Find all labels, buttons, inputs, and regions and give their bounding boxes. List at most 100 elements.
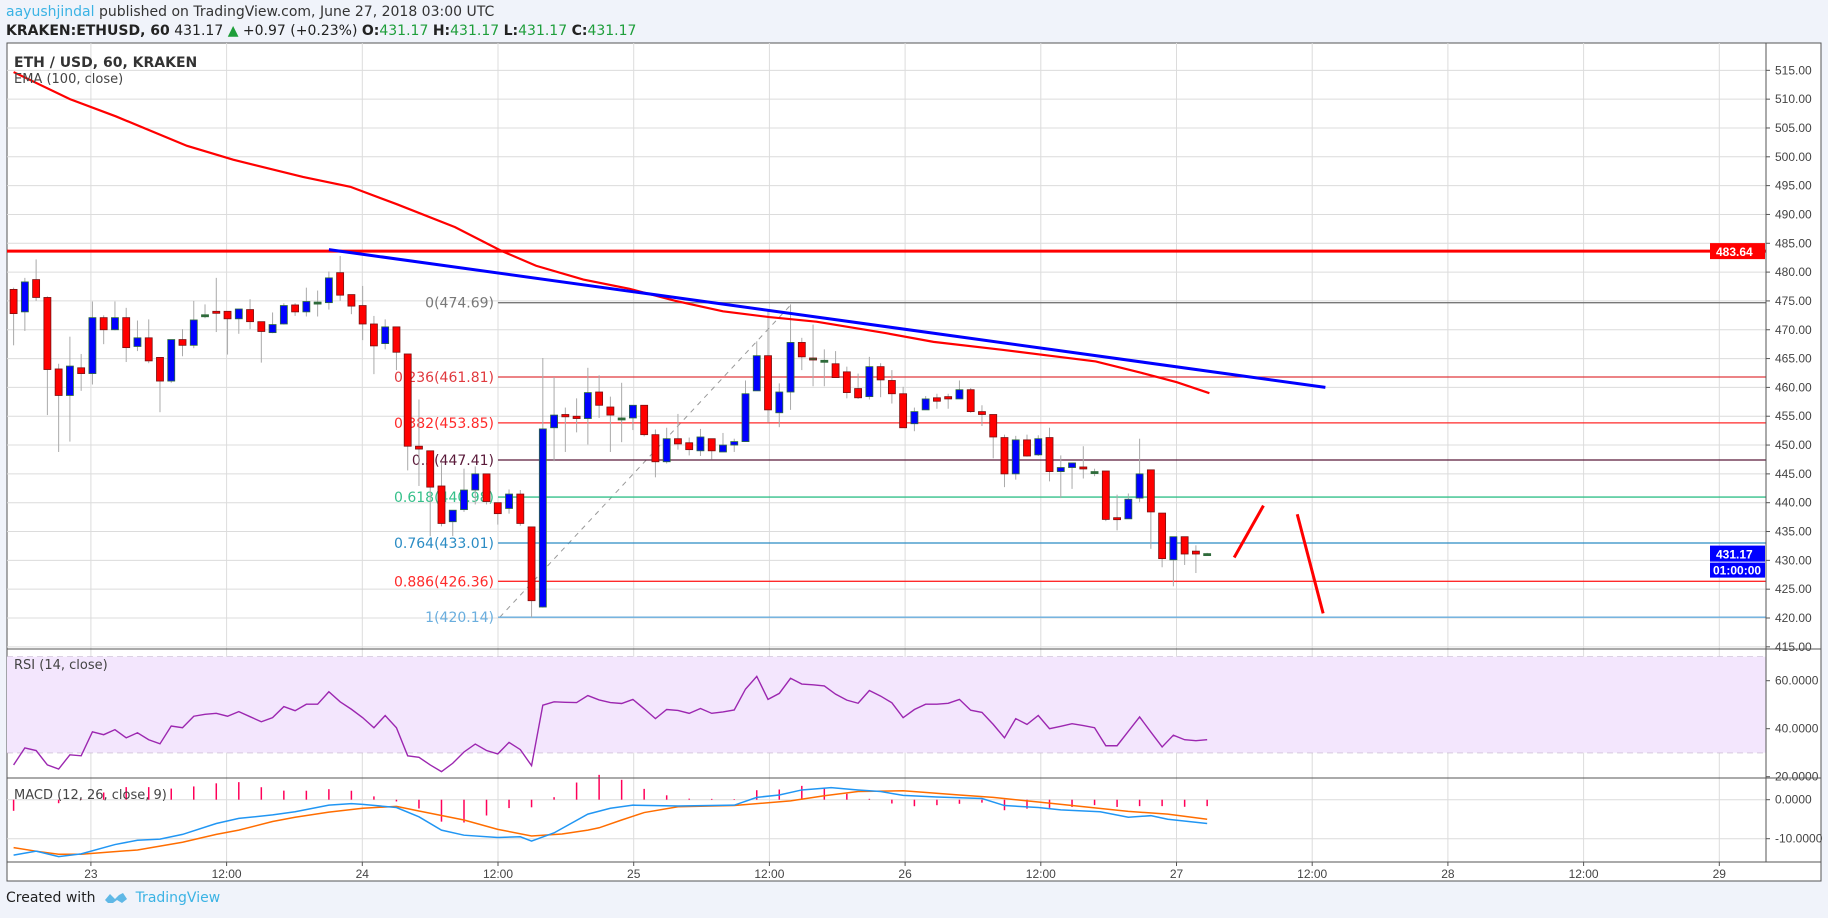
- candle[interactable]: [223, 310, 232, 355]
- candle[interactable]: [775, 383, 784, 428]
- author-link[interactable]: aayushjindal: [6, 4, 95, 20]
- candle[interactable]: [730, 438, 739, 452]
- candle[interactable]: [1169, 536, 1178, 587]
- macd-pane[interactable]: [12, 774, 1208, 858]
- candle[interactable]: [719, 432, 727, 453]
- candle[interactable]: [876, 363, 885, 398]
- candle[interactable]: [460, 468, 468, 512]
- candle[interactable]: [978, 405, 986, 427]
- candle[interactable]: [1023, 434, 1031, 457]
- candle[interactable]: [268, 312, 277, 334]
- annotation-line[interactable]: [1232, 504, 1265, 559]
- candle[interactable]: [370, 315, 378, 375]
- rsi-line[interactable]: [13, 675, 1208, 773]
- candle[interactable]: [381, 319, 390, 350]
- candle[interactable]: [955, 380, 964, 400]
- candle[interactable]: [302, 287, 311, 317]
- candle[interactable]: [111, 301, 119, 331]
- candle[interactable]: [448, 509, 457, 537]
- candle[interactable]: [1079, 446, 1088, 479]
- candle[interactable]: [9, 287, 18, 346]
- candle[interactable]: [674, 413, 682, 450]
- candle[interactable]: [32, 259, 41, 301]
- candle[interactable]: [685, 437, 694, 456]
- candle[interactable]: [324, 271, 333, 310]
- candle[interactable]: [437, 462, 446, 527]
- candle[interactable]: [1045, 427, 1054, 482]
- candle[interactable]: [910, 407, 919, 432]
- candle[interactable]: [944, 393, 953, 409]
- macd-line[interactable]: [13, 786, 1208, 858]
- candle[interactable]: [629, 404, 637, 431]
- candle[interactable]: [505, 489, 513, 514]
- candle[interactable]: [20, 277, 29, 331]
- candle[interactable]: [1113, 494, 1121, 531]
- trendline[interactable]: [328, 248, 1326, 389]
- candle[interactable]: [66, 336, 74, 442]
- candle[interactable]: [246, 299, 254, 330]
- candle[interactable]: [201, 304, 209, 319]
- candle[interactable]: [212, 277, 221, 333]
- candle[interactable]: [617, 382, 626, 443]
- candle[interactable]: [887, 370, 896, 404]
- candle[interactable]: [550, 377, 558, 462]
- candle[interactable]: [54, 363, 63, 452]
- tradingview-logo-icon[interactable]: [104, 891, 128, 905]
- candle[interactable]: [786, 304, 795, 410]
- candle[interactable]: [809, 324, 817, 387]
- candle[interactable]: [538, 357, 547, 608]
- candle[interactable]: [1068, 462, 1076, 489]
- candle[interactable]: [482, 473, 491, 505]
- candle[interactable]: [561, 407, 570, 452]
- candle[interactable]: [831, 351, 840, 378]
- candle[interactable]: [921, 396, 930, 411]
- candle[interactable]: [392, 326, 401, 371]
- candle[interactable]: [313, 290, 322, 317]
- candle[interactable]: [707, 438, 716, 460]
- candle[interactable]: [144, 319, 153, 364]
- ema-legend[interactable]: EMA (100, close): [14, 72, 124, 87]
- candle[interactable]: [336, 255, 345, 301]
- candle[interactable]: [1101, 470, 1110, 522]
- candle[interactable]: [696, 428, 705, 457]
- price-pane[interactable]: 0(474.69)0.236(461.81)0.382(453.85)0.5(4…: [7, 71, 1766, 626]
- candle[interactable]: [865, 356, 874, 400]
- ema-line[interactable]: [13, 71, 1210, 395]
- candle[interactable]: [583, 367, 592, 445]
- candle[interactable]: [797, 337, 806, 371]
- candle[interactable]: [1192, 545, 1200, 574]
- candle[interactable]: [1090, 468, 1099, 477]
- candle[interactable]: [842, 366, 851, 399]
- candle[interactable]: [640, 404, 649, 437]
- candle[interactable]: [358, 285, 367, 341]
- candle[interactable]: [899, 386, 908, 429]
- candle[interactable]: [966, 387, 975, 413]
- candle[interactable]: [43, 296, 52, 416]
- candle[interactable]: [595, 375, 604, 418]
- candle[interactable]: [1034, 435, 1043, 457]
- candle[interactable]: [77, 353, 86, 391]
- candle[interactable]: [156, 357, 164, 413]
- candle[interactable]: [99, 315, 108, 345]
- candle[interactable]: [1124, 493, 1133, 520]
- candle[interactable]: [572, 398, 581, 433]
- rsi-legend[interactable]: RSI (14, close): [14, 658, 108, 673]
- candle[interactable]: [347, 294, 356, 315]
- candle[interactable]: [291, 303, 300, 316]
- candle[interactable]: [527, 526, 536, 618]
- candle[interactable]: [122, 307, 131, 363]
- candle[interactable]: [651, 429, 660, 478]
- macd-legend[interactable]: MACD (12, 26, close, 9): [14, 788, 167, 803]
- candle[interactable]: [493, 502, 502, 525]
- axes[interactable]: 23 12:00 24 12:00 25 12:00 26 12:00 27 12:00 28 12:…: [7, 43, 1823, 881]
- candle[interactable]: [854, 373, 862, 399]
- candle[interactable]: [426, 450, 435, 537]
- candle[interactable]: [415, 399, 423, 486]
- candle[interactable]: [606, 396, 615, 452]
- candle[interactable]: [662, 427, 671, 464]
- candle[interactable]: [1135, 438, 1144, 503]
- candle[interactable]: [1180, 536, 1189, 565]
- candle[interactable]: [234, 308, 243, 334]
- rsi-pane[interactable]: [13, 675, 1208, 773]
